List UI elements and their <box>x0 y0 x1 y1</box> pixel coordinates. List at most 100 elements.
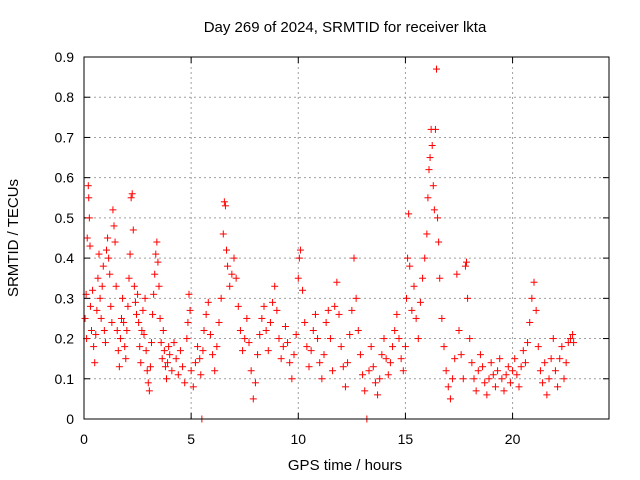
data-point <box>154 258 162 266</box>
data-point <box>365 367 373 375</box>
data-point <box>528 294 536 302</box>
data-point <box>118 314 125 322</box>
data-point <box>200 327 208 335</box>
data-point <box>426 154 434 162</box>
data-point <box>543 391 551 399</box>
y-tick-label: 0.6 <box>55 170 75 186</box>
data-point <box>211 367 219 375</box>
data-point <box>506 379 514 387</box>
data-point <box>337 343 345 351</box>
data-point <box>406 262 414 270</box>
data-point <box>230 254 238 262</box>
data-point <box>438 314 446 322</box>
data-point <box>137 359 145 367</box>
data-point <box>479 363 487 371</box>
y-tick-label: 0.5 <box>55 210 75 226</box>
data-point <box>95 250 103 258</box>
data-point <box>487 359 495 367</box>
data-point <box>530 278 538 286</box>
data-point <box>414 335 422 343</box>
data-point <box>174 371 182 379</box>
data-point <box>112 282 120 290</box>
data-point <box>322 318 330 326</box>
data-point <box>489 371 497 379</box>
data-point <box>569 331 577 339</box>
data-point <box>307 347 315 355</box>
data-point <box>339 363 347 371</box>
grid-lines <box>84 57 609 419</box>
data-point <box>91 359 99 367</box>
data-point <box>100 327 108 335</box>
data-point <box>401 343 409 351</box>
data-point <box>570 339 578 347</box>
data-point <box>165 343 173 351</box>
data-point <box>376 375 384 383</box>
data-point <box>556 355 564 363</box>
data-point <box>371 379 379 387</box>
data-point <box>189 383 197 391</box>
data-point <box>290 351 298 359</box>
data-point <box>84 182 92 190</box>
data-point <box>168 367 176 375</box>
data-point <box>116 335 124 343</box>
data-point <box>139 306 147 314</box>
data-point <box>466 335 474 343</box>
data-point <box>220 198 228 206</box>
data-point <box>98 282 106 290</box>
data-point <box>380 335 388 343</box>
data-point <box>451 355 459 363</box>
data-point <box>491 383 499 391</box>
data-point <box>219 230 227 238</box>
axis-ticks <box>83 56 609 420</box>
data-point <box>127 194 135 202</box>
data-point <box>99 262 107 270</box>
data-point <box>140 331 148 339</box>
data-point <box>404 254 412 262</box>
data-point <box>399 367 407 375</box>
data-point <box>206 331 214 339</box>
data-point <box>143 367 151 375</box>
data-point <box>179 363 187 371</box>
data-point <box>256 331 264 339</box>
data-point <box>421 254 429 262</box>
data-point <box>223 246 230 254</box>
data-point <box>481 379 489 387</box>
data-point <box>464 294 472 302</box>
data-point <box>279 343 287 351</box>
data-point <box>348 306 356 314</box>
data-point <box>247 367 255 375</box>
data-point <box>262 327 270 335</box>
data-point <box>166 351 174 359</box>
data-point <box>157 339 165 347</box>
data-point <box>403 294 410 302</box>
data-point <box>145 387 153 395</box>
data-point <box>153 238 161 246</box>
data-point <box>135 318 143 326</box>
data-point <box>483 391 491 399</box>
data-point <box>260 302 268 310</box>
data-point <box>554 383 562 391</box>
data-point <box>86 242 94 250</box>
data-point <box>333 278 341 286</box>
data-point <box>457 351 465 359</box>
data-point <box>374 391 382 399</box>
data-point <box>354 327 362 335</box>
data-point <box>170 339 178 347</box>
data-point <box>187 367 195 375</box>
data-point <box>549 335 557 343</box>
data-point <box>106 270 114 278</box>
data-point <box>410 282 418 290</box>
data-point <box>226 282 234 290</box>
data-point <box>92 331 100 339</box>
data-point <box>159 327 167 335</box>
data-point <box>352 294 360 302</box>
data-point <box>209 351 217 359</box>
data-point <box>202 310 210 318</box>
data-point <box>213 343 221 351</box>
data-point <box>389 343 397 351</box>
data-point <box>504 363 512 371</box>
data-point <box>144 379 152 387</box>
data-point <box>185 290 193 298</box>
data-point <box>532 306 540 314</box>
data-point <box>264 347 272 355</box>
